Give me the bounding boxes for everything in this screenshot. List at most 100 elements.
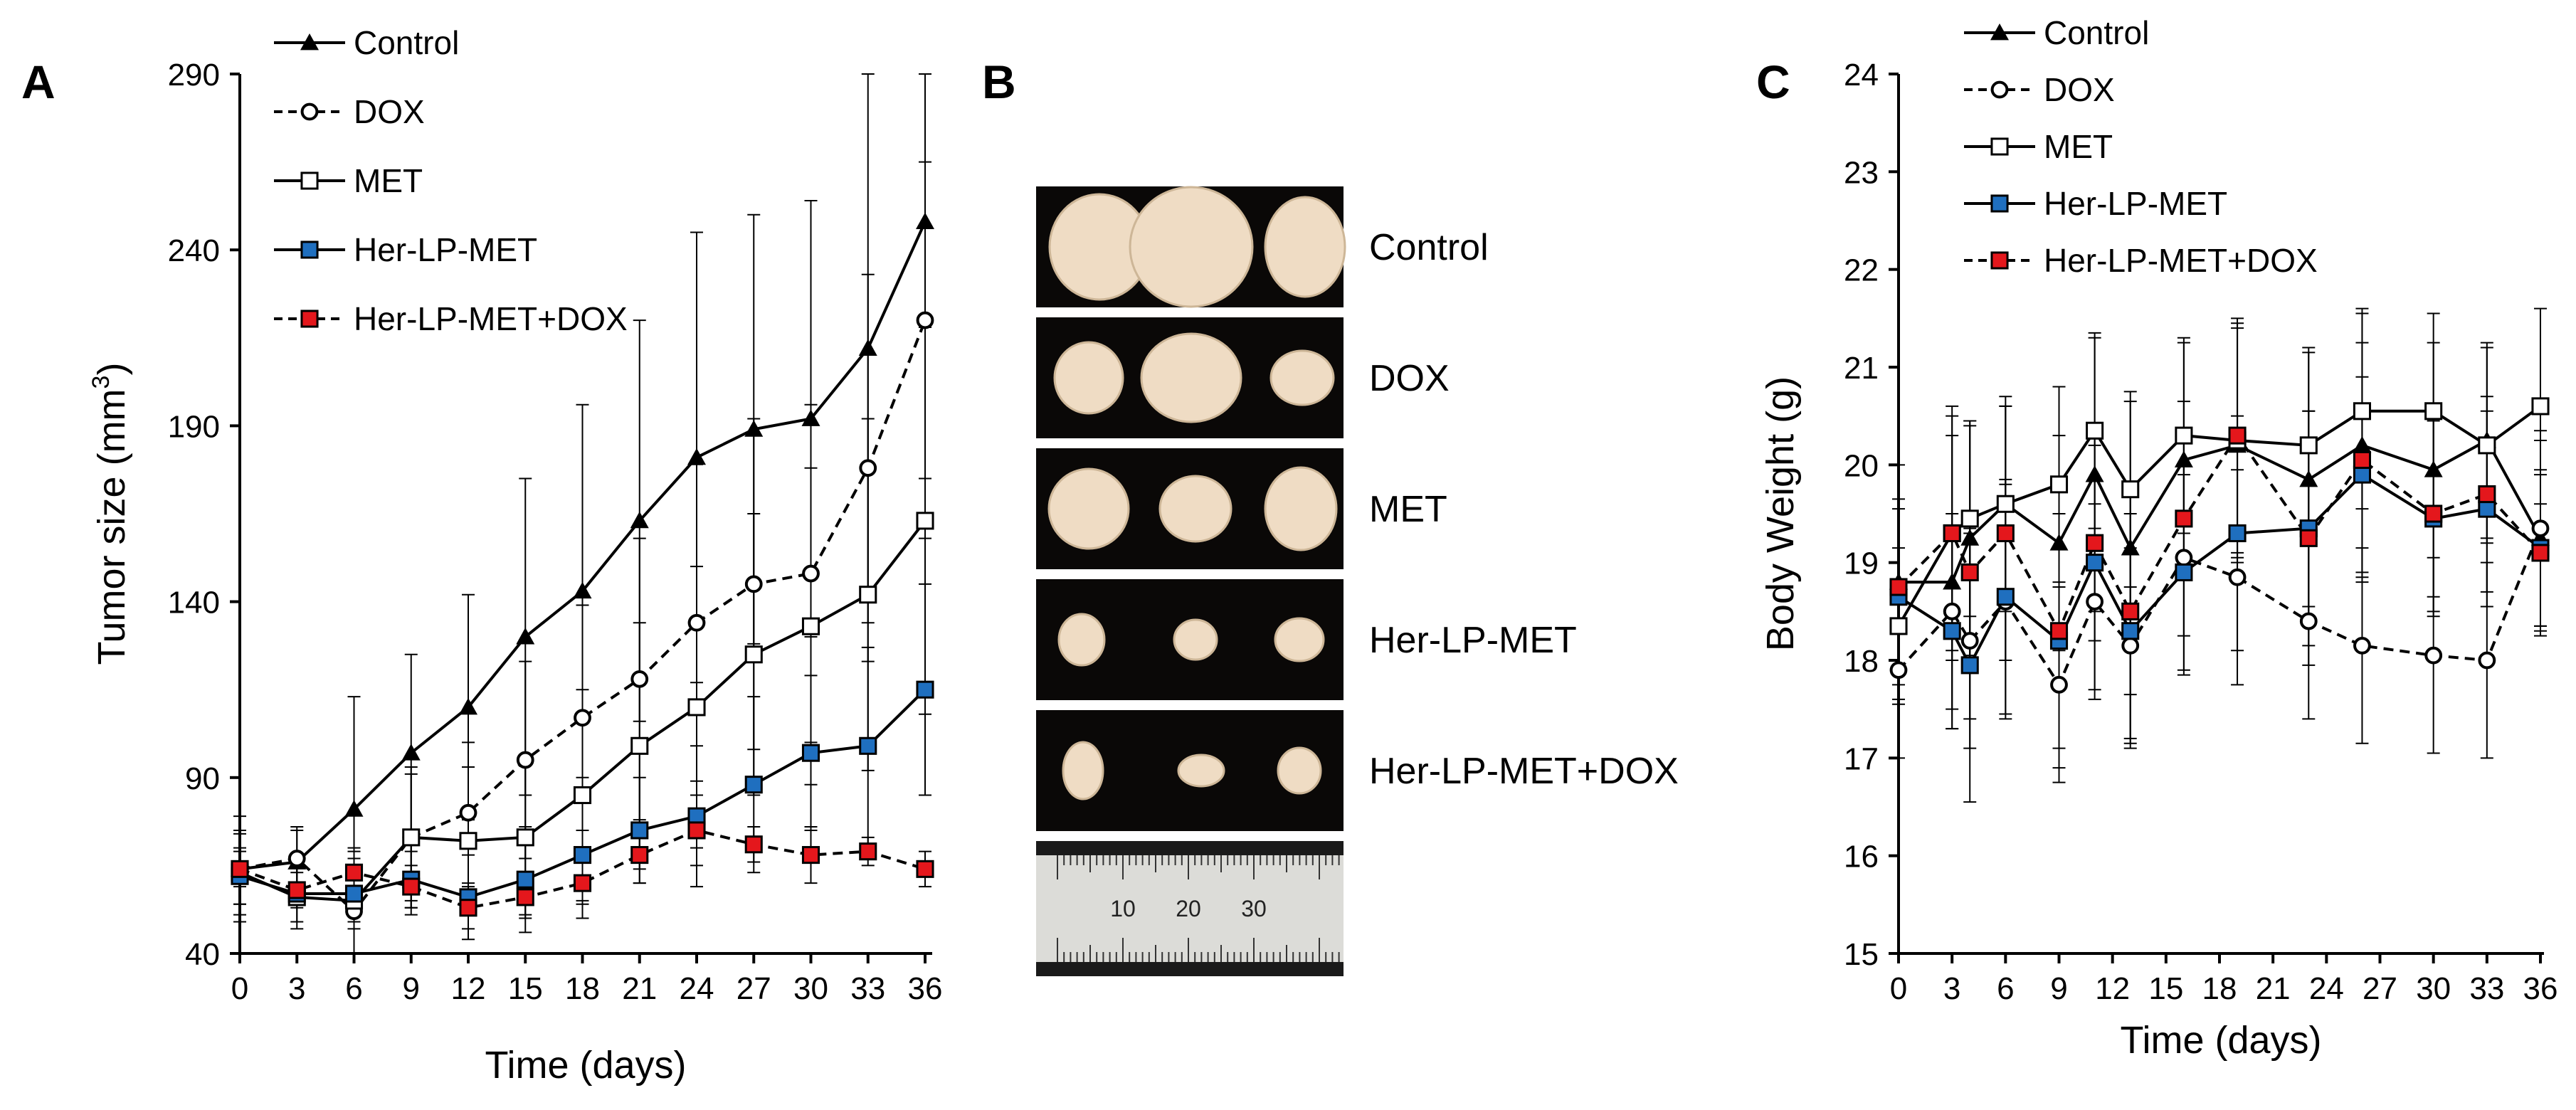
photo-row-label: Her-LP-MET	[1369, 620, 1577, 661]
photo-row: DOX	[1036, 317, 1450, 438]
data-point	[1996, 588, 2015, 606]
legend-marker	[1990, 137, 2009, 156]
legend-label: MET	[354, 162, 423, 199]
y-tick-label: 24	[1844, 58, 1879, 92]
x-tick-label: 9	[2050, 971, 2067, 1006]
data-point	[2299, 436, 2318, 455]
tumor-specimen	[1047, 467, 1130, 550]
data-point	[2085, 465, 2104, 482]
data-point	[744, 575, 763, 593]
legend-item: Her-LP-MET+DOX	[274, 300, 628, 337]
data-point	[1960, 656, 1979, 675]
data-point	[2121, 602, 2140, 620]
data-point	[630, 670, 649, 688]
data-point	[916, 212, 934, 230]
legend-item: DOX	[274, 93, 425, 130]
tumor-specimen	[1140, 332, 1242, 423]
ruler-label: 30	[1241, 896, 1267, 921]
data-point	[687, 613, 706, 632]
data-point	[2175, 426, 2193, 445]
x-tick-label: 18	[565, 971, 600, 1006]
data-point	[2086, 534, 2104, 552]
tumor-specimen	[1173, 618, 1218, 661]
data-point	[2299, 612, 2318, 630]
data-point	[2424, 402, 2443, 421]
data-point	[2049, 622, 2069, 640]
y-axis-label-c: Body Weight (g)	[1759, 376, 1802, 651]
photo-panel: Control DOX MET Her-LP-MET Her-LP-MET+DOX 10 2…	[1036, 186, 1679, 976]
legend-label: MET	[2044, 128, 2113, 165]
data-point	[2424, 460, 2443, 477]
legend-marker	[1990, 23, 2009, 41]
data-point	[344, 800, 364, 817]
data-point	[2050, 675, 2068, 694]
data-point	[2531, 519, 2550, 537]
x-tick-label: 24	[680, 971, 714, 1006]
x-tick-label: 15	[508, 971, 543, 1006]
x-tick-label: 36	[908, 971, 943, 1006]
data-point	[2228, 568, 2247, 586]
data-point	[344, 863, 364, 882]
photo-row: Her-LP-MET+DOX	[1036, 710, 1679, 831]
legend-item: MET	[1964, 128, 2113, 165]
data-point	[744, 645, 763, 664]
data-point	[2478, 651, 2496, 670]
legend-marker	[300, 33, 319, 51]
panel-label-b: B	[982, 56, 1016, 108]
legend-label: Control	[2044, 14, 2149, 51]
x-tick-label: 33	[850, 971, 885, 1006]
y-tick-label: 19	[1844, 546, 1879, 581]
chart-c-body-weight: Control DOX MET Her-LP-MET Her-LP-MET+DOX 15…	[1759, 14, 2557, 1062]
data-point	[1943, 602, 1961, 620]
legend-label: Her-LP-MET	[2044, 185, 2227, 222]
data-point	[2228, 426, 2247, 445]
data-point	[2478, 500, 2496, 518]
y-tick-label: 140	[168, 586, 220, 620]
data-point	[459, 899, 477, 917]
data-point	[1960, 632, 1979, 650]
x-axis-label-a: Time (days)	[485, 1044, 686, 1087]
data-point	[2478, 485, 2496, 504]
x-tick-label: 15	[2148, 971, 2183, 1006]
data-point	[2353, 435, 2372, 453]
data-point	[2121, 622, 2140, 640]
y-tick-label: 15	[1844, 937, 1879, 972]
legend-item: Her-LP-MET	[274, 231, 537, 268]
photo-row-label: Her-LP-MET+DOX	[1369, 751, 1679, 792]
data-point	[859, 459, 877, 477]
y-tick-label: 290	[168, 58, 220, 92]
data-point	[2478, 436, 2496, 455]
data-point	[744, 776, 763, 794]
data-point	[574, 709, 591, 727]
y-tick-label: 20	[1844, 448, 1879, 483]
legend-label: DOX	[2044, 71, 2115, 108]
legend-label: Her-LP-MET+DOX	[354, 300, 628, 337]
data-point	[2086, 593, 2104, 610]
x-tick-label: 0	[231, 971, 248, 1006]
data-point	[1996, 524, 2015, 543]
x-tick-label: 36	[2523, 971, 2558, 1006]
data-point	[402, 828, 421, 847]
y-tick-label: 18	[1844, 644, 1879, 679]
data-point	[744, 835, 763, 854]
data-point	[2121, 637, 2140, 655]
series-line	[1897, 527, 2542, 688]
data-point	[287, 850, 306, 867]
chart-a-tumor-size: Control DOX MET Her-LP-MET Her-LP-MET+DOX 40…	[88, 24, 942, 1087]
data-point	[2228, 524, 2247, 543]
photo-row: Her-LP-MET	[1036, 579, 1577, 700]
data-point	[516, 888, 534, 906]
tumor-specimen	[1053, 341, 1124, 415]
data-point	[516, 828, 534, 847]
data-point	[2353, 402, 2371, 421]
x-tick-label: 12	[2095, 971, 2130, 1006]
data-point	[801, 617, 820, 635]
data-point	[287, 881, 306, 899]
data-point	[2049, 475, 2069, 494]
data-point	[1960, 529, 1980, 546]
data-point	[1943, 573, 1962, 590]
legend-label: Control	[354, 24, 459, 61]
tumor-specimen	[1057, 613, 1106, 667]
data-point	[1889, 617, 1908, 635]
data-point	[573, 786, 592, 805]
